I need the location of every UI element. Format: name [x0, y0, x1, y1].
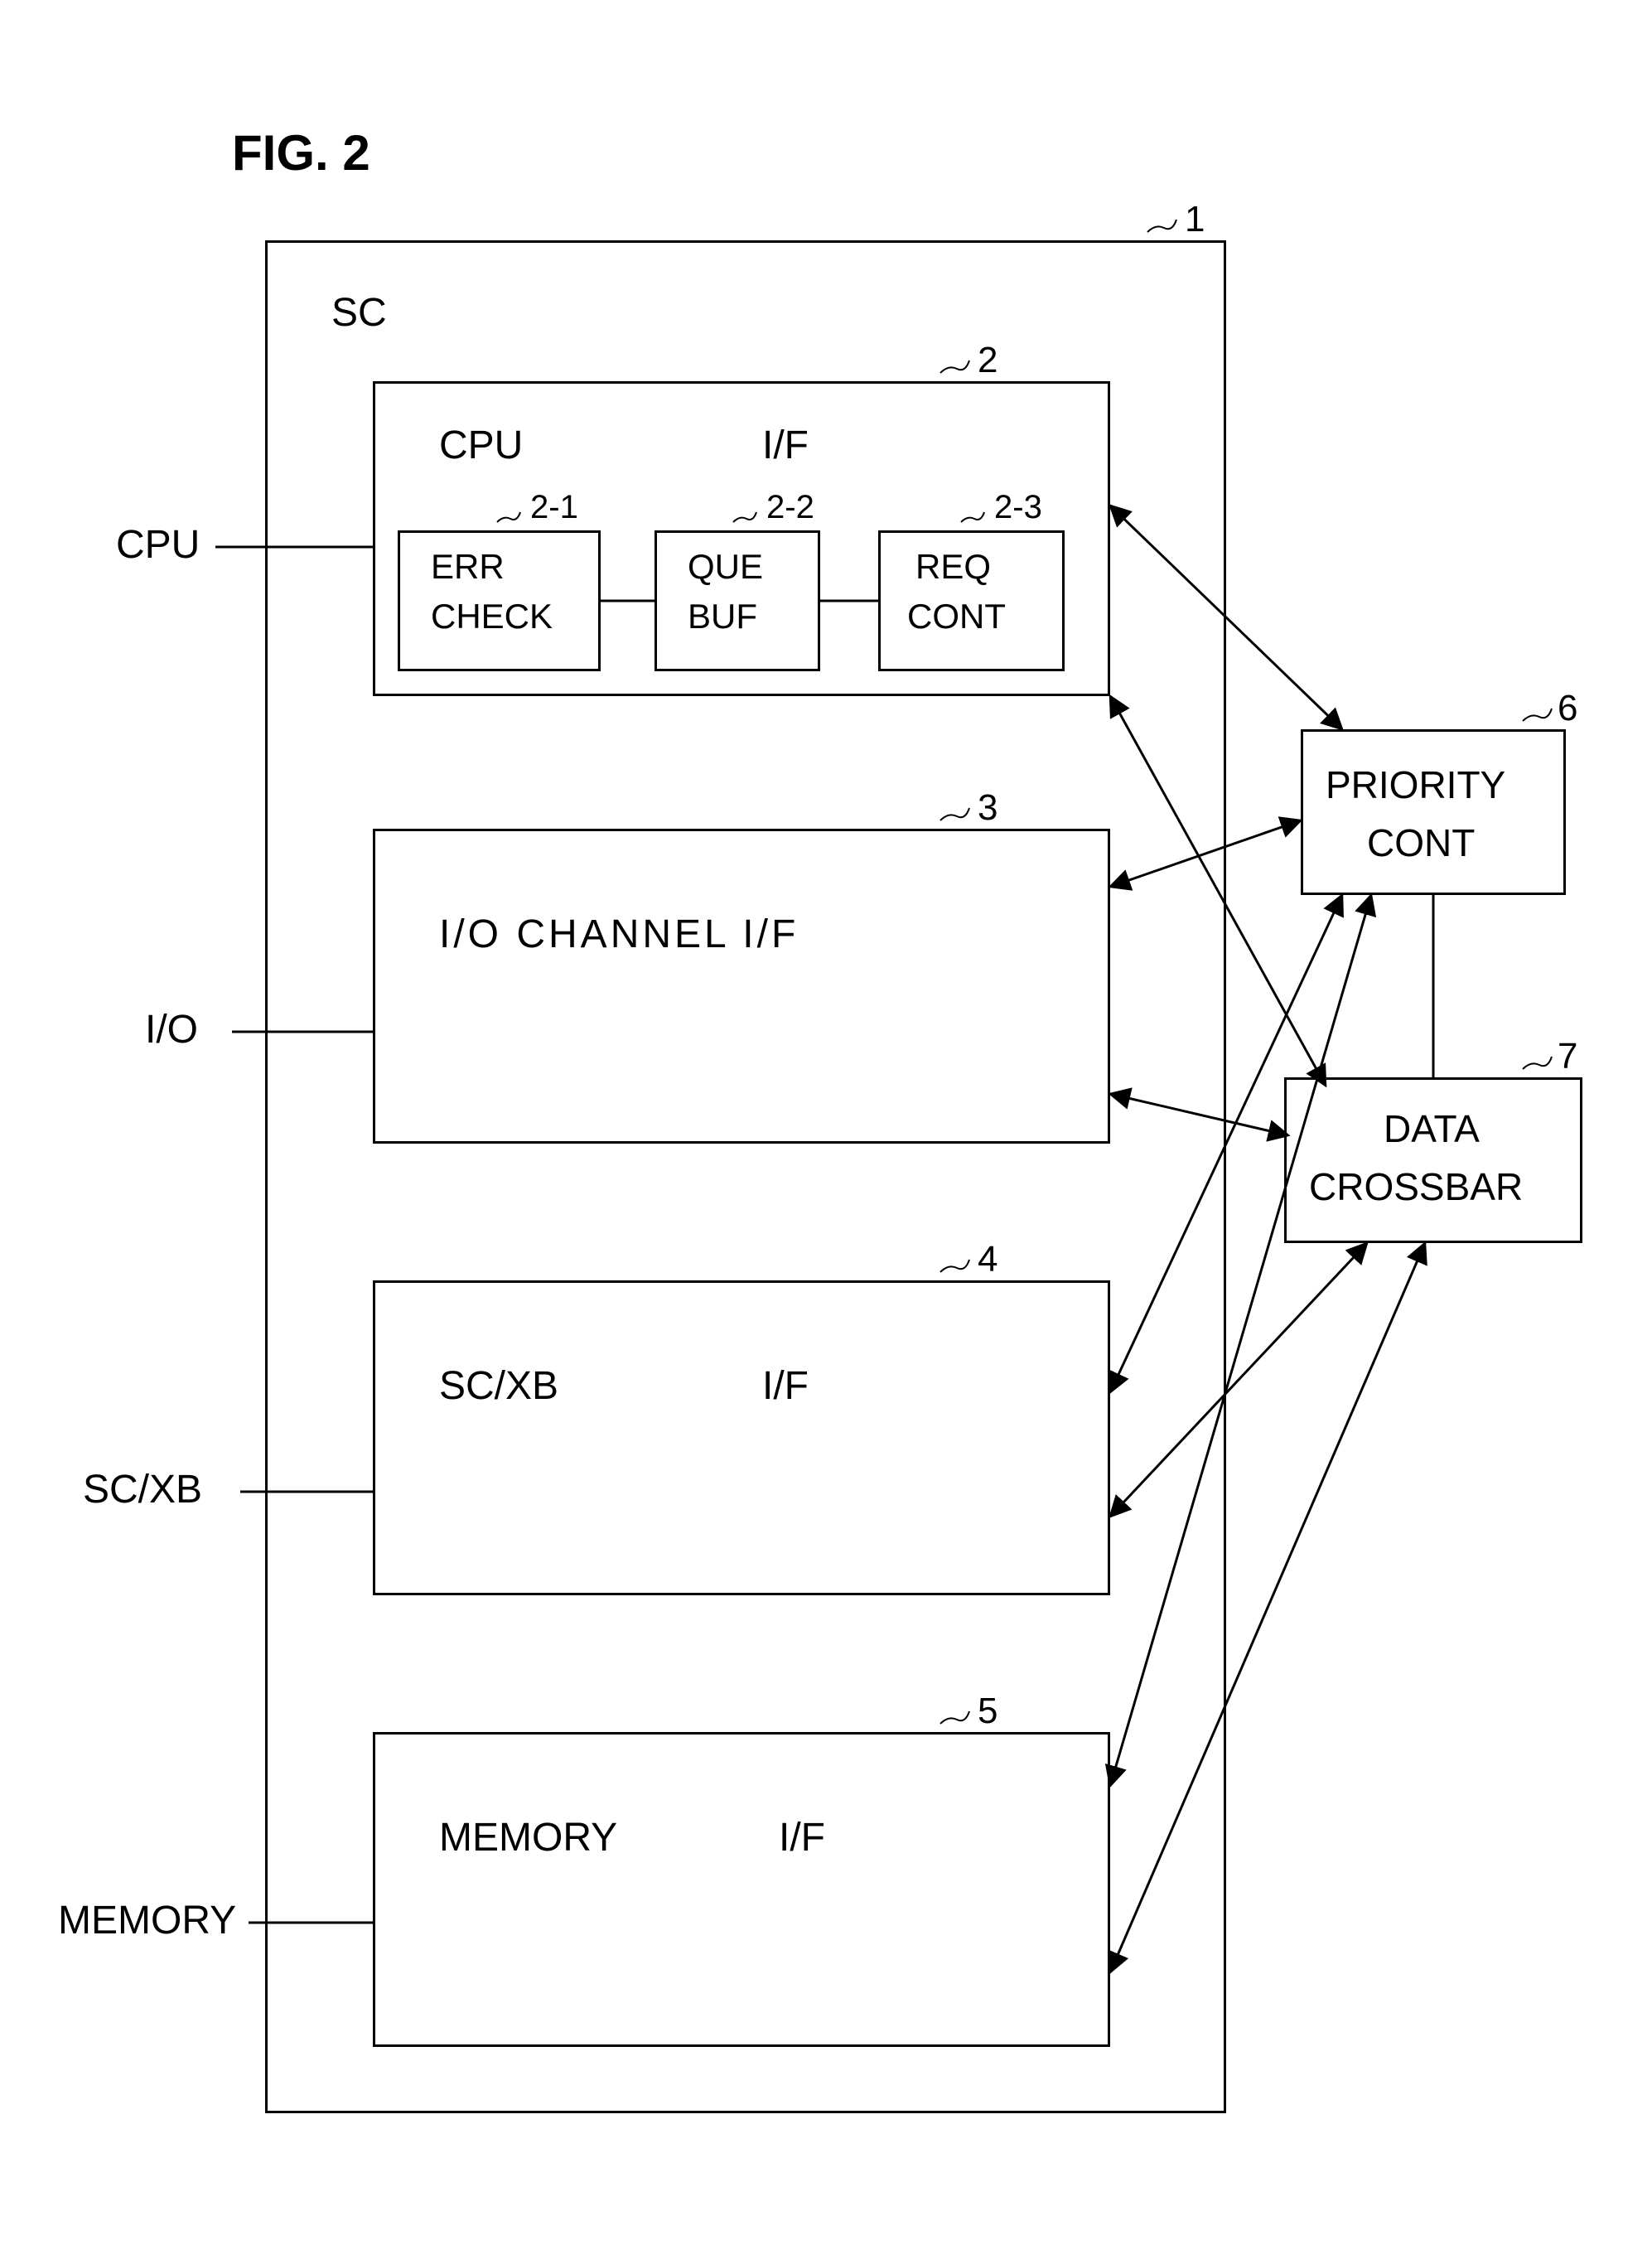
- ref-2-3: 2-3: [994, 489, 1042, 526]
- ref-4: 4: [978, 1239, 997, 1280]
- que-label2: BUF: [688, 597, 757, 636]
- req-label1: REQ: [915, 547, 991, 587]
- ext-memory: MEMORY: [58, 1898, 236, 1943]
- figure-title: FIG. 2: [232, 124, 370, 181]
- ref-5: 5: [978, 1691, 997, 1732]
- priority-label2: CONT: [1367, 820, 1475, 865]
- ref-2-2: 2-2: [766, 489, 814, 526]
- ref-1: 1: [1185, 199, 1205, 240]
- scxb-if-label-right: I/F: [762, 1363, 809, 1409]
- cpu-if-label-left: CPU: [439, 423, 523, 468]
- ref-3: 3: [978, 787, 997, 829]
- mem-if-label-left: MEMORY: [439, 1815, 617, 1860]
- ref-6: 6: [1558, 688, 1577, 729]
- cpu-if-label-right: I/F: [762, 423, 809, 468]
- priority-box: [1301, 729, 1566, 895]
- crossbar-label1: DATA: [1384, 1106, 1480, 1151]
- mem-if-label-right: I/F: [779, 1815, 825, 1860]
- sc-label: SC: [331, 290, 387, 336]
- crossbar-box: [1284, 1077, 1582, 1243]
- io-if-label: I/O CHANNEL I/F: [439, 912, 799, 957]
- ref-7: 7: [1558, 1036, 1577, 1077]
- mem-if-box: [373, 1732, 1110, 2047]
- req-label2: CONT: [907, 597, 1006, 636]
- ext-cpu: CPU: [116, 522, 200, 568]
- ref-2: 2: [978, 340, 997, 381]
- scxb-if-box: [373, 1280, 1110, 1595]
- err-label1: ERR: [431, 547, 505, 587]
- priority-label1: PRIORITY: [1326, 762, 1505, 807]
- ext-scxb: SC/XB: [83, 1467, 202, 1512]
- err-label2: CHECK: [431, 597, 553, 636]
- crossbar-label2: CROSSBAR: [1309, 1164, 1523, 1209]
- io-if-box: [373, 829, 1110, 1144]
- scxb-if-label-left: SC/XB: [439, 1363, 558, 1409]
- ext-io: I/O: [145, 1007, 198, 1052]
- ref-2-1: 2-1: [530, 489, 578, 526]
- que-label1: QUE: [688, 547, 763, 587]
